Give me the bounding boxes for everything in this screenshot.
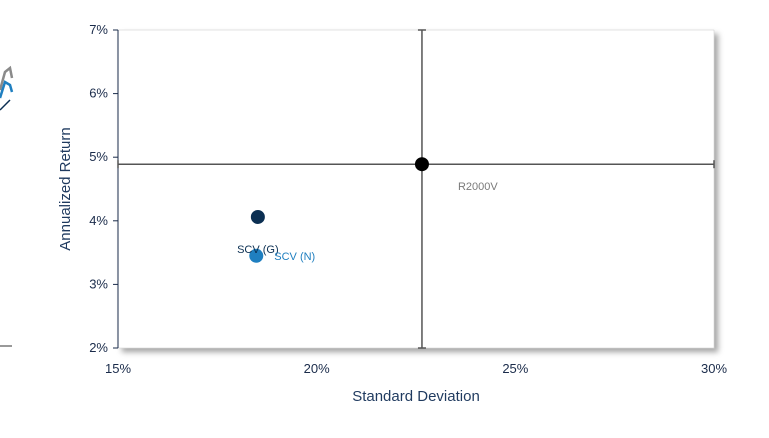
scatter-point	[414, 157, 429, 172]
scatter-point	[249, 248, 264, 263]
x-axis-title: Standard Deviation	[352, 388, 480, 405]
point-label: SCV (G)	[237, 244, 279, 256]
data-points: SCV (G)SCV (N) R2000V	[237, 157, 498, 263]
x-axis-ticks: 15% 20% 25% 30%	[105, 361, 727, 376]
point-label: SCV (N)	[274, 251, 315, 263]
y-tick-label: 4%	[89, 213, 108, 228]
x-tick-label: 15%	[105, 361, 131, 376]
y-axis-title: Annualized Return	[57, 127, 74, 250]
y-tick-label: 2%	[89, 340, 108, 355]
x-tick-label: 25%	[502, 361, 528, 376]
point-label: R2000V	[458, 181, 498, 193]
cropped-chart-fragment	[0, 65, 14, 347]
x-tick-label: 30%	[701, 361, 727, 376]
y-tick-label: 7%	[89, 22, 108, 37]
x-tick-label: 20%	[304, 361, 330, 376]
y-axis-ticks: 2% 3% 4% 5% 6% 7%	[89, 22, 118, 355]
y-tick-label: 6%	[89, 86, 108, 101]
scatter-point	[250, 209, 265, 224]
plot-area	[117, 29, 715, 349]
y-tick-label: 3%	[89, 276, 108, 291]
y-tick-label: 5%	[89, 149, 108, 164]
